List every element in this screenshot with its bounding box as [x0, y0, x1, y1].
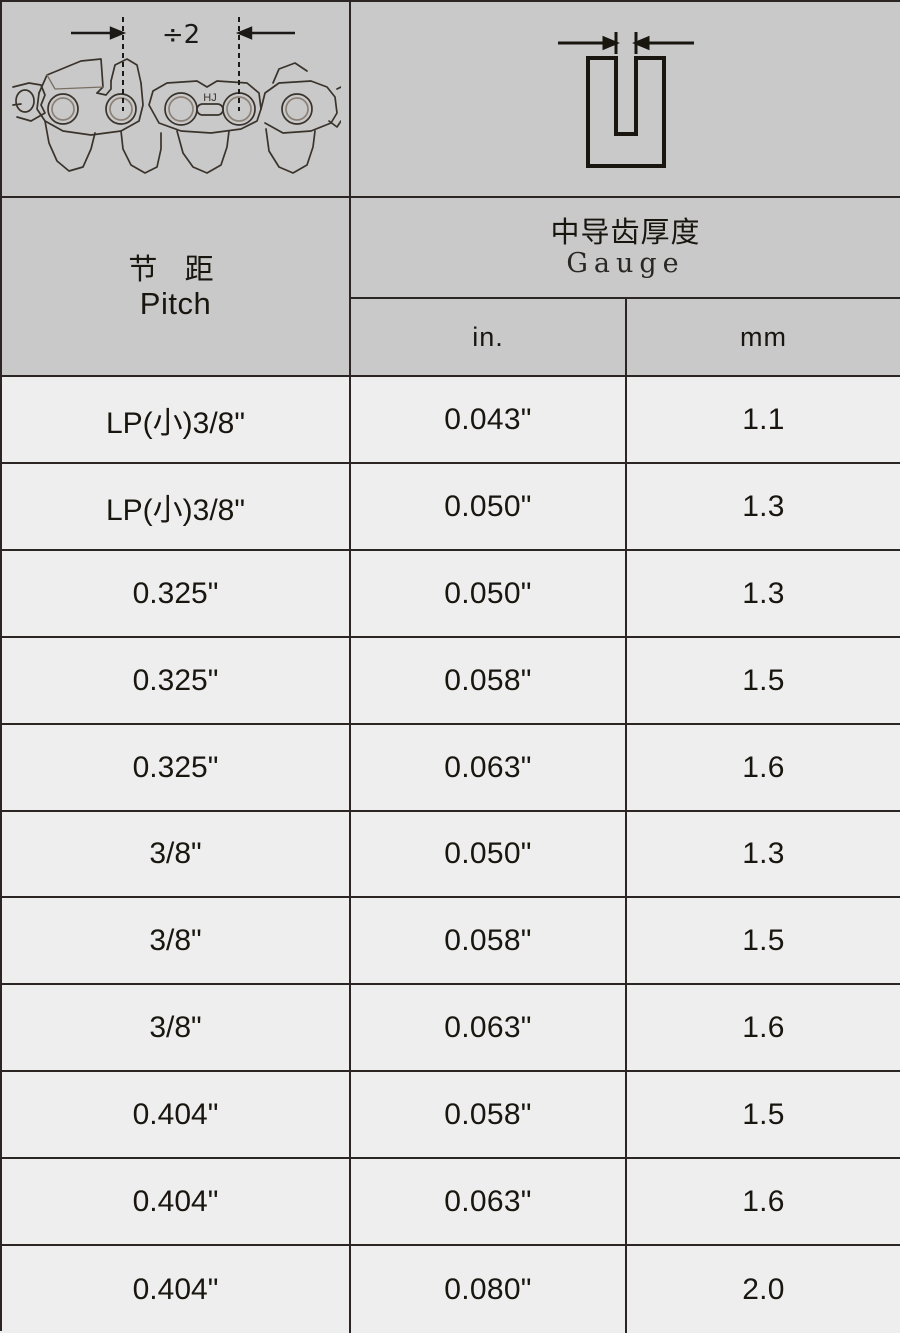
cell-gauge-inch-text: 0.058" — [444, 663, 532, 697]
chain-pitch-illustration: ÷2 HJ — [11, 17, 341, 174]
gauge-arrows — [557, 35, 694, 51]
cell-gauge-mm-text: 1.6 — [742, 1184, 785, 1218]
cell-gauge-mm: 1.5 — [625, 898, 900, 985]
cell-gauge-inch-text: 0.050" — [444, 576, 532, 610]
cell-gauge-inch-text: 0.063" — [444, 1010, 532, 1044]
cell-gauge-inch-text: 0.080" — [444, 1272, 532, 1306]
cell-gauge-inch: 0.058" — [349, 898, 625, 985]
cell-pitch-text: 3/8" — [149, 923, 202, 957]
cell-gauge-inch-text: 0.063" — [444, 1184, 532, 1218]
cell-gauge-inch: 0.063" — [349, 725, 625, 812]
cell-gauge-mm-text: 1.3 — [742, 576, 785, 610]
pitch-diagram-cell: ÷2 HJ — [2, 2, 349, 198]
header-gauge-group: 中导齿厚度 Gauge — [349, 198, 900, 299]
cell-gauge-mm-text: 2.0 — [742, 1272, 785, 1306]
cell-pitch: 0.404" — [2, 1159, 349, 1246]
cell-pitch-text: 3/8" — [149, 837, 202, 870]
cell-gauge-inch: 0.050" — [349, 551, 625, 638]
cell-gauge-mm: 1.1 — [625, 377, 900, 464]
groove-outline — [585, 56, 666, 168]
header-gauge-en: Gauge — [566, 247, 685, 279]
cell-gauge-mm-text: 1.5 — [742, 923, 785, 957]
cell-gauge-mm-text: 1.6 — [742, 1010, 785, 1044]
cell-gauge-mm: 1.3 — [625, 812, 900, 898]
divide-by-two-label: ÷2 — [161, 20, 199, 50]
cell-gauge-inch: 0.080" — [349, 1246, 625, 1333]
cell-pitch-text: 0.325" — [132, 750, 219, 784]
cell-gauge-inch: 0.058" — [349, 1072, 625, 1159]
cell-gauge-mm: 1.5 — [625, 638, 900, 725]
cell-gauge-inch: 0.050" — [349, 812, 625, 898]
cell-pitch: LP(小)3/8" — [2, 377, 349, 464]
cell-gauge-mm: 1.6 — [625, 1159, 900, 1246]
cell-gauge-mm-text: 1.5 — [742, 663, 785, 697]
cell-pitch: 0.325" — [2, 725, 349, 812]
header-gauge-mm: mm — [625, 299, 900, 377]
cell-pitch: 3/8" — [2, 812, 349, 898]
cell-gauge-inch: 0.063" — [349, 985, 625, 1072]
cell-gauge-mm-text: 1.3 — [742, 837, 785, 870]
cell-gauge-mm: 2.0 — [625, 1246, 900, 1333]
cell-gauge-mm: 1.3 — [625, 464, 900, 551]
cell-pitch: 0.325" — [2, 551, 349, 638]
tie-strap-brand-label: HJ — [203, 92, 216, 104]
cell-gauge-mm-text: 1.5 — [742, 1097, 785, 1131]
cell-pitch-text: 0.404" — [132, 1272, 219, 1306]
pitch-measure-guides — [121, 17, 240, 111]
bar-groove-illustration — [557, 32, 694, 168]
cell-gauge-inch: 0.063" — [349, 1159, 625, 1246]
gauge-diagram-cell — [349, 2, 900, 198]
header-gauge-mm-label: mm — [740, 321, 787, 352]
cell-pitch: 0.404" — [2, 1072, 349, 1159]
cell-pitch-text: 0.325" — [132, 576, 219, 610]
cell-gauge-mm: 1.5 — [625, 1072, 900, 1159]
header-pitch-cn: 节 距 — [128, 251, 223, 286]
cell-gauge-inch: 0.058" — [349, 638, 625, 725]
cell-pitch-text: 0.404" — [132, 1097, 219, 1131]
cell-gauge-mm: 1.3 — [625, 551, 900, 638]
cell-pitch: LP(小)3/8" — [2, 464, 349, 551]
cell-pitch: 3/8" — [2, 985, 349, 1072]
cell-gauge-mm: 1.6 — [625, 985, 900, 1072]
cell-gauge-inch-text: 0.050" — [444, 489, 532, 523]
cell-pitch-text: 0.325" — [132, 663, 219, 697]
cell-gauge-inch: 0.050" — [349, 464, 625, 551]
cell-pitch-text: 3/8" — [149, 1010, 202, 1044]
cell-gauge-mm-text: 1.3 — [742, 489, 785, 523]
cell-pitch-text: 0.404" — [132, 1184, 219, 1218]
cell-gauge-inch-text: 0.043" — [444, 402, 532, 436]
cell-gauge-inch: 0.043" — [349, 377, 625, 464]
header-pitch: 节 距 Pitch — [2, 198, 349, 377]
cell-gauge-inch-text: 0.063" — [444, 750, 532, 784]
header-pitch-en: Pitch — [139, 285, 212, 321]
cell-pitch-text: LP(小)3/8" — [105, 493, 246, 527]
cell-pitch-text: LP(小)3/8" — [105, 406, 246, 440]
cell-gauge-inch-text: 0.058" — [444, 1097, 532, 1131]
cell-pitch: 0.325" — [2, 638, 349, 725]
cell-gauge-inch-text: 0.058" — [444, 923, 532, 957]
cell-pitch: 0.404" — [2, 1246, 349, 1333]
cell-pitch: 3/8" — [2, 898, 349, 985]
header-gauge-cn: 中导齿厚度 — [550, 215, 701, 250]
cell-gauge-inch-text: 0.050" — [444, 837, 532, 870]
header-gauge-inch-label: in. — [472, 321, 504, 352]
cell-gauge-mm: 1.6 — [625, 725, 900, 812]
pitch-arrows — [70, 26, 295, 40]
cell-gauge-mm-text: 1.6 — [742, 750, 785, 784]
cell-gauge-mm-text: 1.1 — [742, 402, 785, 436]
header-gauge-inch: in. — [349, 299, 625, 377]
